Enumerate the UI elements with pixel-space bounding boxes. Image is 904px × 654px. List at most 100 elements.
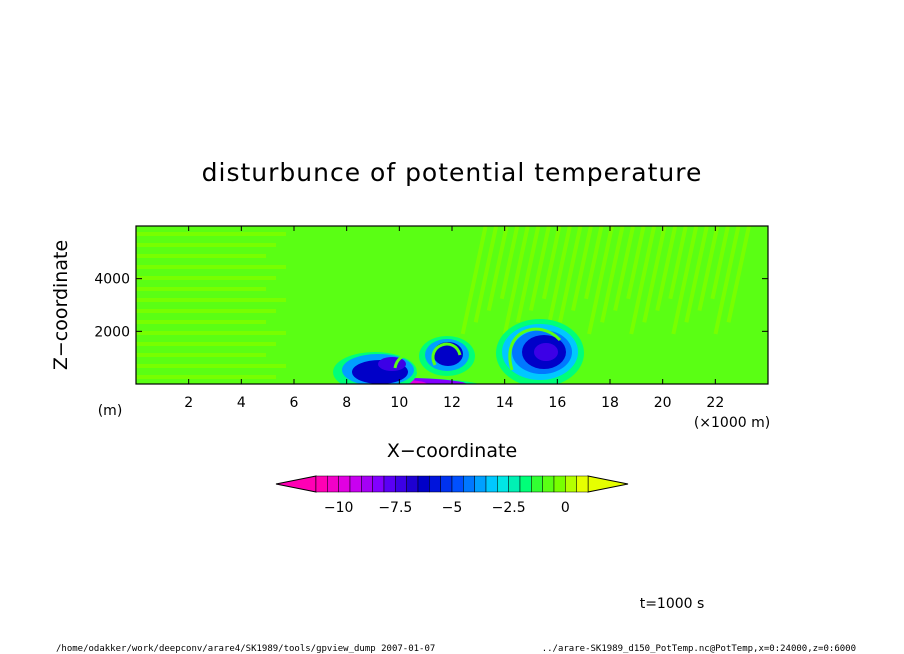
colorbar-cell (315, 475, 328, 493)
stripe-right (710, 226, 730, 300)
x-tick-label: 12 (443, 395, 461, 411)
colorbar-cell (542, 475, 555, 493)
stripe-right (544, 226, 572, 335)
colorbar-cell (553, 475, 566, 493)
colorbar-cell (463, 475, 475, 493)
colorbar-cell (395, 475, 407, 493)
stripe-right (584, 226, 604, 300)
stripe-left (136, 331, 286, 335)
stripe-right (600, 226, 625, 323)
x-axis-unit: (×1000 m) (694, 415, 770, 431)
colorbar-tick-label: 0 (561, 500, 570, 516)
y-tick-label: 2000 (94, 324, 130, 340)
colorbar-cell (508, 475, 521, 493)
stripe-right (642, 226, 667, 323)
colorbar-cell (417, 475, 430, 493)
colorbar-cell (497, 475, 509, 493)
colorbar-cell (531, 475, 543, 493)
stripe-right (571, 226, 593, 311)
x-tick-label: 8 (342, 395, 351, 411)
y-axis-label: Z−coordinate (50, 240, 72, 370)
field-stripes (136, 226, 751, 379)
colorbar-cell (372, 475, 385, 493)
stripe-right (626, 226, 646, 300)
stripe-left (136, 320, 266, 324)
colorbar-tick-label: −2.5 (492, 500, 526, 516)
stripe-left (136, 243, 276, 247)
y-tick-label: 4000 (94, 272, 130, 288)
x-tick-label: 4 (237, 395, 246, 411)
colorbar-cell (327, 475, 339, 493)
x-tick-label: 6 (290, 395, 299, 411)
stripe-left (136, 287, 266, 291)
x-tick-label: 14 (496, 395, 514, 411)
stripe-right (499, 226, 520, 300)
stripe-left (136, 254, 266, 258)
stripe-right (587, 226, 614, 335)
colorbar-cell (474, 475, 487, 493)
plot-area (136, 226, 768, 384)
time-label: t=1000 s (640, 596, 705, 612)
colorbar-cell (519, 475, 532, 493)
stripe-left (136, 276, 276, 280)
colorbar-cell (565, 475, 577, 493)
colorbar-high-arrow (587, 475, 629, 493)
stripe-right (486, 226, 509, 311)
footer-right-path: ../arare-SK1989_d150_PotTemp.nc@PotTemp,… (542, 644, 856, 654)
colorbar-cell (338, 475, 351, 493)
x-tick-label: 10 (390, 395, 408, 411)
stripe-left (136, 364, 286, 368)
x-tick-label: 20 (654, 395, 672, 411)
colorbar-cell (429, 475, 441, 493)
colorbar-cell (451, 475, 464, 493)
stripe-left (136, 309, 276, 313)
colorbar-cell (576, 475, 589, 493)
stripe-right (460, 226, 488, 335)
colorbar-tick-label: −7.5 (378, 500, 412, 516)
colorbar-low-arrow (275, 475, 317, 493)
stripe-left (136, 265, 286, 269)
x-axis: 2 4 6 8 10 12 14 16 18 20 22 (184, 226, 724, 411)
y-axis: 2000 4000 (94, 272, 768, 340)
x-tick-label: 2 (184, 395, 193, 411)
stripe-right (684, 226, 709, 323)
stripe-right (668, 226, 688, 300)
x-tick-label: 22 (706, 395, 724, 411)
stripe-right (541, 226, 562, 300)
x-axis-label: X−coordinate (387, 440, 517, 462)
vortex-1 (333, 352, 420, 384)
colorbar-tick-label: −10 (324, 500, 354, 516)
stripe-right (528, 226, 551, 311)
stripe-left (136, 342, 276, 346)
colorbar-ticks: −10 −7.5 −5 −2.5 0 (324, 500, 570, 516)
stripe-right (726, 226, 751, 323)
x-tick-label: 18 (601, 395, 619, 411)
colorbar-cell (406, 475, 419, 493)
colorbar-cell (383, 475, 396, 493)
y-axis-unit: (m) (98, 403, 123, 419)
footer-left-path: /home/odakker/work/deepconv/arare4/SK198… (56, 644, 435, 654)
stripe-right (629, 226, 657, 335)
stripe-right (515, 226, 541, 323)
colorbar-cells (315, 475, 589, 493)
stripe-right (697, 226, 720, 311)
stripe-right (473, 226, 499, 323)
vortex-3 (496, 319, 584, 384)
stripe-right (502, 226, 530, 335)
stripe-right (558, 226, 583, 323)
x-tick-label: 16 (548, 395, 566, 411)
colorbar-cell (440, 475, 453, 493)
stripe-right (713, 226, 741, 335)
colorbar: −10 −7.5 −5 −2.5 0 (275, 475, 629, 516)
stripe-right (613, 226, 635, 311)
stripe-right (655, 226, 678, 311)
colorbar-tick-label: −5 (442, 500, 463, 516)
stripe-left (136, 298, 286, 302)
colorbar-cell (485, 475, 498, 493)
colorbar-cell (349, 475, 362, 493)
vortex-2 (419, 336, 475, 376)
stripe-right (671, 226, 699, 335)
stripe-left (136, 375, 276, 379)
colorbar-cell (361, 475, 373, 493)
